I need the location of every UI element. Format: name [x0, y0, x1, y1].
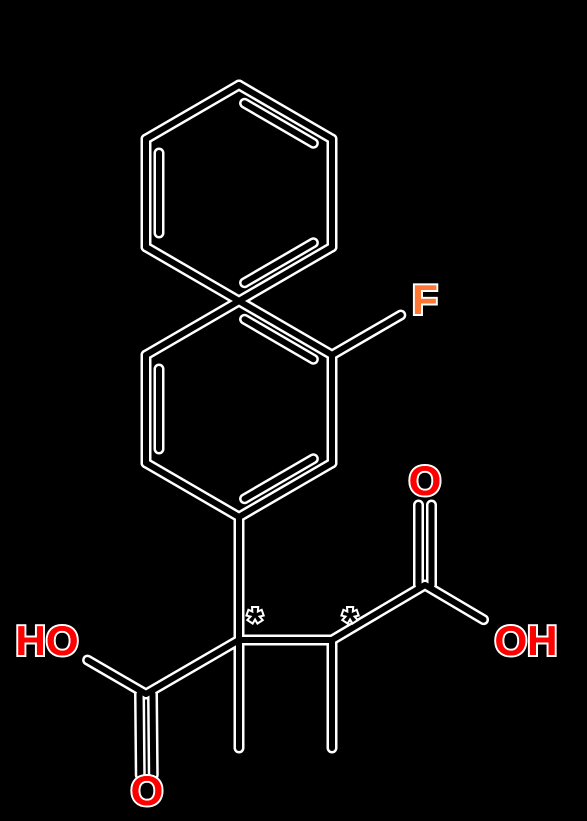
svg-text:*: *	[248, 601, 263, 643]
svg-text:O: O	[131, 767, 164, 814]
svg-text:O: O	[409, 457, 442, 504]
svg-text:HO: HO	[16, 617, 79, 664]
svg-text:OH: OH	[495, 617, 558, 664]
svg-text:F: F	[412, 276, 438, 323]
svg-text:*: *	[343, 601, 358, 643]
